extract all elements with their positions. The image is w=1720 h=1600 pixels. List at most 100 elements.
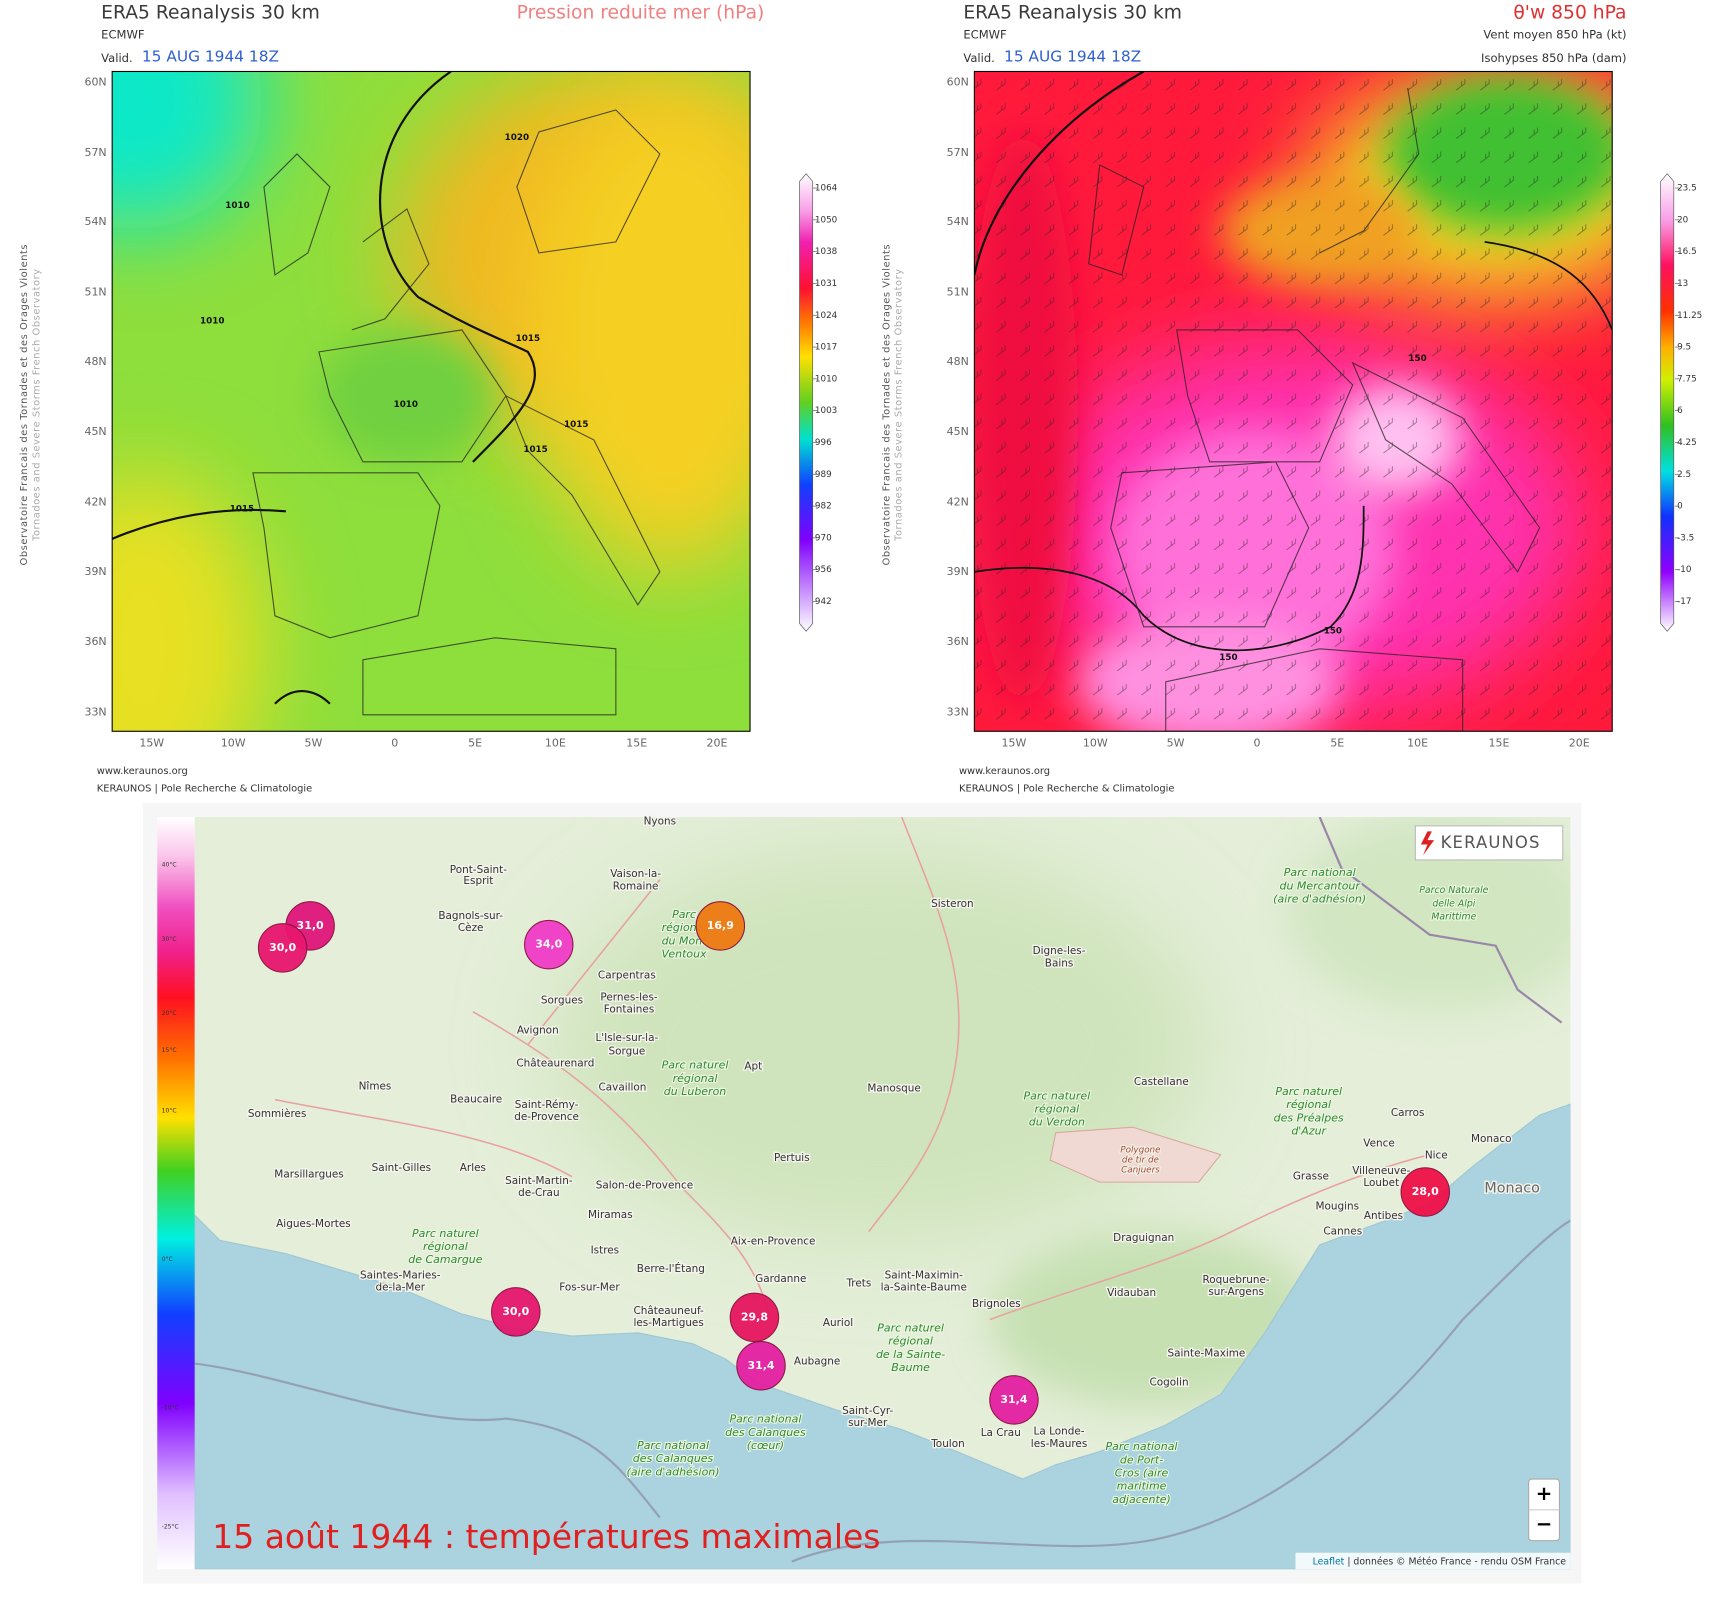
place-label: Châteaurenard <box>516 1057 594 1069</box>
place-label: Pertuis <box>774 1152 810 1164</box>
place-label: Trets <box>845 1277 871 1289</box>
attribution-link[interactable]: Leaflet <box>1313 1556 1345 1567</box>
lat-label: 42N <box>947 496 969 509</box>
lat-label: 54N <box>84 215 106 228</box>
lat-label: 45N <box>947 425 969 438</box>
place-label: Aix-en-Provence <box>731 1236 816 1248</box>
zoom-out[interactable]: − <box>1536 1513 1553 1536</box>
colorbar-label: 1010 <box>815 374 837 384</box>
park-label: de tir de <box>1122 1156 1160 1166</box>
park-label: Ventoux <box>661 948 707 961</box>
place-label: Nyons <box>644 815 676 827</box>
place-label: Auriol <box>823 1317 853 1329</box>
lat-label: 33N <box>947 706 969 719</box>
contour-label: 1015 <box>564 420 588 430</box>
park-label: régional <box>423 1240 468 1253</box>
place-label: Sisteron <box>931 898 974 910</box>
marker-circle <box>491 1287 541 1337</box>
marker-circle <box>524 919 574 970</box>
contour-label: 150 <box>1324 627 1342 637</box>
colorbar-label: 989 <box>815 470 832 480</box>
park-label: du Mont <box>662 934 708 947</box>
marker-label: 16,9 <box>707 919 734 932</box>
lon-label: 20E <box>1569 736 1590 749</box>
place-label: Cogolin <box>1149 1376 1188 1388</box>
colorbar-label: -17 <box>1677 597 1691 607</box>
colorbar-label: 20°C <box>162 1009 177 1017</box>
place-label: les-Maures <box>1031 1438 1087 1450</box>
temperature-marker[interactable]: 28,0 <box>1400 1167 1451 1217</box>
place-label: de-Crau <box>518 1187 559 1199</box>
theta-colorbar <box>1660 173 1675 632</box>
lat-label: 42N <box>84 496 106 509</box>
valid-label: Valid. <box>963 51 994 65</box>
marker-circle <box>257 923 308 973</box>
place-label: Toulon <box>930 1438 965 1450</box>
marker-circle <box>729 1292 780 1343</box>
place-label: Marsillargues <box>274 1168 343 1180</box>
place-label: Aigues-Mortes <box>276 1218 351 1230</box>
temperature-marker[interactable]: 30,0 <box>491 1287 541 1337</box>
park-label: de Port- <box>1120 1453 1163 1466</box>
place-label: Saint-Maximin- <box>885 1270 964 1282</box>
marker-label: 34,0 <box>535 938 562 951</box>
park-label: (aire d'adhésion) <box>1273 893 1366 906</box>
temperature-marker[interactable]: 31,4 <box>736 1341 786 1391</box>
lon-label: 10W <box>1083 736 1108 749</box>
place-label: Manosque <box>867 1083 921 1095</box>
colorbar-label: 23.5 <box>1677 184 1697 194</box>
temperature-marker[interactable]: 34,0 <box>524 919 574 970</box>
lon-label: 10E <box>1407 736 1428 749</box>
lat-label: 60N <box>947 75 969 88</box>
lon-label: 10W <box>221 736 246 749</box>
place-label: Bagnols-sur- <box>438 910 503 922</box>
contour-label: 1015 <box>523 445 547 455</box>
marker-label: 30,0 <box>269 941 296 954</box>
park-label: Parc naturel <box>877 1321 944 1334</box>
contour-label: 1010 <box>200 317 224 327</box>
place-label: Cavaillon <box>598 1082 646 1094</box>
temperature-marker[interactable]: 29,8 <box>729 1292 780 1343</box>
marker-label: 31,4 <box>747 1359 774 1372</box>
temperature-colorbar <box>157 817 195 1570</box>
marker-circle <box>989 1375 1039 1425</box>
place-label: Sorgues <box>541 995 583 1007</box>
place-label: Pernes-les- <box>600 991 657 1003</box>
panel-subtitle: Vent moyen 850 hPa (kt) <box>1483 28 1626 42</box>
place-label: Loubet <box>1363 1177 1399 1189</box>
lat-label: 33N <box>84 706 106 719</box>
place-label: La Londe- <box>1034 1426 1085 1438</box>
park-label: du Luberon <box>664 1085 726 1098</box>
place-label: Carros <box>1391 1107 1425 1119</box>
colorbar-label: 11.25 <box>1677 311 1702 321</box>
park-label: d'Azur <box>1291 1125 1327 1138</box>
lat-label: 57N <box>84 146 106 159</box>
marker-label: 31,4 <box>1000 1393 1027 1406</box>
place-label: Nice <box>1425 1150 1448 1162</box>
park-label: Parco Naturale <box>1419 885 1488 896</box>
panel-source: ECMWF <box>963 28 1006 42</box>
park-label: Baume <box>891 1361 930 1374</box>
colorbar-label: -10°C <box>162 1404 179 1412</box>
zoom-in[interactable]: + <box>1536 1482 1553 1505</box>
map-title: 15 août 1944 : températures maximales <box>212 1517 880 1556</box>
colorbar-label: 1031 <box>815 279 837 289</box>
marker-label: 29,8 <box>741 1310 768 1323</box>
lon-label: 5W <box>1167 736 1185 749</box>
map-frame <box>111 70 751 732</box>
lat-label: 54N <box>947 215 969 228</box>
temperature-marker[interactable]: 30,0 <box>257 923 308 973</box>
contour-label: 1020 <box>505 133 529 143</box>
contour-label: 150 <box>1408 354 1426 364</box>
footer-url: www.keraunos.org <box>959 766 1050 777</box>
place-label: Digne-les- <box>1033 945 1086 957</box>
lon-label: 15E <box>1488 736 1509 749</box>
contour-label: 1010 <box>225 201 249 211</box>
temperature-marker[interactable]: 16,9 <box>695 901 746 951</box>
temperature-marker[interactable]: 31,4 <box>989 1375 1039 1425</box>
lon-label: 15E <box>626 736 647 749</box>
place-label: Grasse <box>1293 1171 1329 1183</box>
lon-label: 0 <box>391 736 398 749</box>
park-label: Parc naturel <box>1024 1089 1091 1102</box>
